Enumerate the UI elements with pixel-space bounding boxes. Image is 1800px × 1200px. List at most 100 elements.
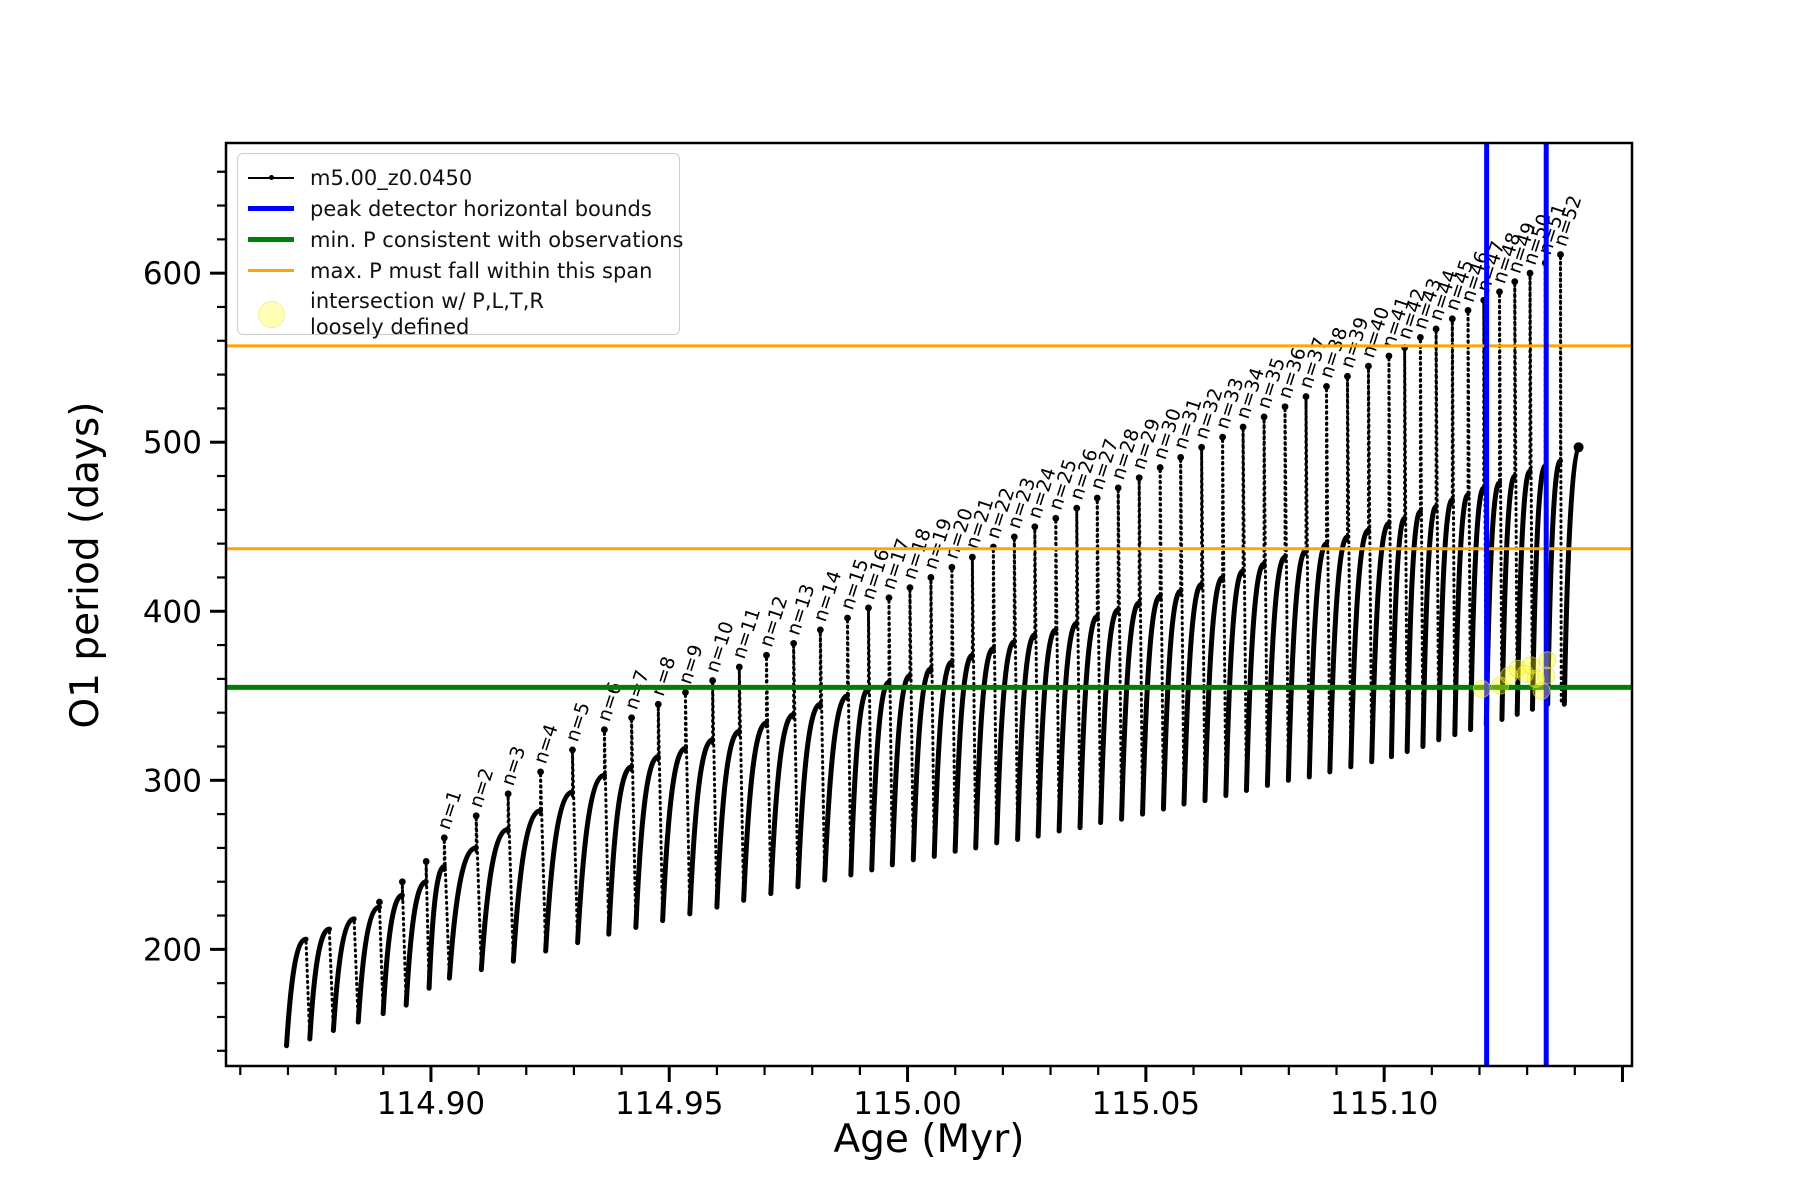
legend-entry-max-p: max. P must fall within this span (248, 255, 669, 286)
pulse-peak-dot (1073, 504, 1081, 512)
y-tick-label: 500 (143, 425, 202, 461)
pulse-drop (570, 751, 580, 945)
pulse-label: n=1 (433, 787, 466, 832)
axes-frame (224, 141, 1634, 1068)
pulse-peak-dot (1323, 383, 1330, 390)
pulse-drop (991, 548, 999, 845)
pulse-peak-dot (1496, 288, 1503, 296)
pulse-peak-dot (1511, 278, 1519, 286)
pulse-peak-dot (1177, 454, 1185, 461)
pulse-rise (1404, 509, 1423, 755)
pulse-rise (446, 845, 479, 981)
pulse-rise (426, 864, 447, 991)
pulse-drop (818, 631, 827, 882)
pulse-peak-dot (1219, 433, 1226, 441)
pulse-rise (822, 693, 850, 883)
legend-entry-min-p: min. P consistent with observations (248, 224, 683, 255)
pulse-rise (510, 808, 544, 964)
pulse-rise (1388, 515, 1408, 760)
pulse-rise-final (1561, 444, 1582, 707)
pulse-peak-dot (1416, 334, 1424, 341)
pulse-rise (1264, 554, 1288, 788)
legend-label: max. P must fall within this span (310, 258, 653, 283)
pulse-rise (403, 879, 429, 1008)
pulse-peak-dot (440, 834, 448, 842)
pulse-peak-dot (968, 553, 976, 561)
legend-label: intersection w/ P,L,T,R loosely defined (310, 289, 544, 339)
pulse-peak-dot (1260, 413, 1268, 421)
pulse-peak-dot (376, 898, 383, 906)
pulse-drop (1033, 528, 1040, 838)
pulse-peak-dot (1432, 325, 1440, 333)
pulse-peak-dot (1464, 306, 1472, 314)
pulse-peak-dot (927, 574, 935, 581)
green-line-icon (248, 237, 294, 242)
pulse-rise (869, 679, 892, 873)
pulse-rise (1035, 627, 1059, 839)
pulse-rise (1468, 485, 1487, 733)
pulse-rise (307, 926, 332, 1042)
pulse-rise (1327, 534, 1350, 775)
intersection-marker (1472, 680, 1491, 699)
pulse-rise (633, 754, 661, 930)
x-tick-label: 115.05 (1092, 1086, 1200, 1122)
pulse-drop (711, 682, 719, 909)
pulse-rise (1015, 632, 1038, 842)
pulse-rise (1452, 492, 1471, 738)
pulse-rise (973, 645, 996, 851)
legend-label: min. P consistent with observations (310, 227, 684, 252)
pulse-peak-dot (885, 594, 893, 602)
pulse-label: n=3 (497, 743, 530, 788)
intersection-marker (1526, 669, 1545, 688)
pulse-rise (768, 711, 797, 897)
pulse-peak-dot (422, 858, 430, 865)
pulse-drop (506, 795, 515, 963)
pulse-rise (660, 745, 688, 924)
blue-line-icon (248, 206, 294, 211)
pulse-peak-dot (948, 563, 956, 571)
pulse-label: n=5 (561, 700, 594, 745)
legend-label: m5.00_z0.0450 (310, 165, 473, 190)
pulse-drop (1241, 428, 1248, 792)
y-axis-label: O1 period (days) (63, 401, 108, 728)
pulse-rise (1499, 473, 1518, 722)
pulse-drop (866, 609, 874, 872)
pulse-rise (380, 892, 405, 1017)
pulse-peak-dot (398, 878, 406, 886)
pulse-peak-dot (682, 689, 689, 696)
pulse-peak-dot (735, 663, 743, 671)
intersection-marker (1532, 681, 1551, 700)
pulse-drop (1559, 256, 1563, 706)
pulse-peak-dot (1557, 251, 1564, 258)
pulse-peak-dot (816, 626, 824, 634)
pulse-rise (687, 737, 716, 917)
pulse-rise (1056, 620, 1080, 834)
legend-box: m5.00_z0.0450 peak detector horizontal b… (237, 153, 683, 339)
pulse-rise (1243, 561, 1267, 793)
pulse-rise (952, 652, 975, 854)
pulse-drop (442, 839, 451, 980)
pulse-peak-dot (601, 726, 608, 733)
pulse-rise (795, 701, 823, 890)
pulse-rise (1140, 593, 1163, 817)
legend-label: peak detector horizontal bounds (310, 196, 652, 221)
pulse-rise (543, 789, 575, 954)
x-tick-label: 114.90 (377, 1086, 485, 1122)
pulse-peak-dot (1365, 362, 1372, 370)
pulse-rise (1119, 600, 1142, 822)
pulse-rise (330, 916, 357, 1033)
pulse-rise (355, 904, 382, 1025)
pulse-rise (1181, 581, 1205, 807)
pulse-rise (1436, 497, 1455, 743)
pulse-drop (327, 930, 335, 1032)
series-endpoint-dot (1573, 442, 1584, 453)
y-tick-label: 600 (143, 256, 202, 292)
pulse-peak-dot (906, 584, 914, 591)
pulse-rise (1160, 588, 1184, 812)
pulse-rise (1529, 463, 1548, 712)
yellow-circle-icon (248, 300, 294, 328)
x-axis-label: Age (Myr) (833, 1117, 1024, 1162)
intersection-marker (1537, 666, 1556, 685)
pulse-label: n=2 (465, 765, 498, 810)
